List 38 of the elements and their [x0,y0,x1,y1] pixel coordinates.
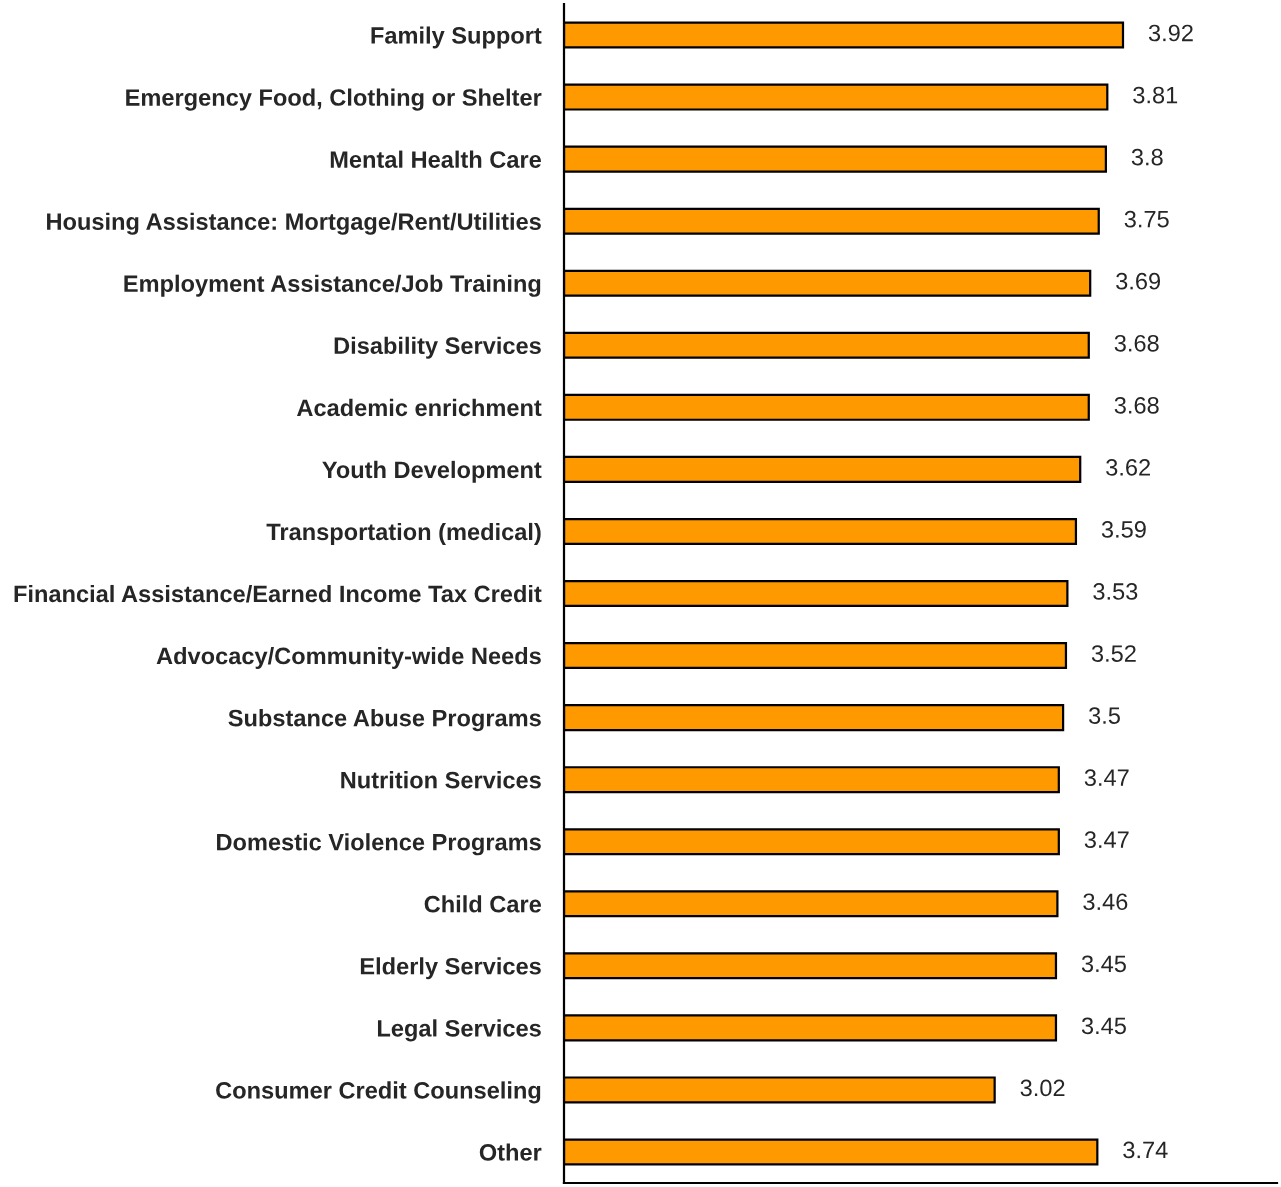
y-tick-label: Advocacy/Community-wide Needs [156,647,541,670]
data-label: 3.92 [1148,24,1193,42]
data-label: 3.02 [1020,1079,1065,1097]
data-label: 3.45 [1081,1017,1126,1035]
data-label: 3.59 [1101,521,1146,538]
y-tick-label: Substance Abuse Programs [228,709,541,732]
data-label: 3.75 [1124,210,1169,228]
data-label: 3.53 [1093,583,1138,600]
y-tick-label: Legal Services [377,1019,541,1042]
data-label: 3.8 [1131,148,1163,166]
y-tick-label: Youth Development [322,460,542,483]
data-label: 3.5 [1089,707,1120,724]
data-label: 3.52 [1091,645,1136,662]
data-label: 3.45 [1081,955,1126,973]
y-tick-label: Housing Assistance: Mortgage/Rent/Utilities [47,212,541,235]
data-label: 3.81 [1133,86,1178,104]
data-label: 3.68 [1114,334,1159,352]
data-label: 3.62 [1106,459,1150,476]
y-tick-label: Mental Health Care [330,150,541,168]
y-tick-label: Disability Services [334,336,541,359]
y-tick-label: Employment Assistance/Job Training [124,274,541,297]
y-tick-label: Other [479,1143,542,1161]
y-tick-label: Family Support [371,26,542,49]
y-tick-label: Emergency Food, Clothing or Shelter [126,88,542,111]
data-label: 3.68 [1114,396,1159,414]
y-tick-label: Child Care [424,895,541,913]
y-tick-label: Financial Assistance/Earned Income Tax Credit [14,584,542,603]
data-label: 3.69 [1116,272,1161,290]
y-tick-label: Elderly Services [360,957,541,980]
y-tick-label: Consumer Credit Counseling [216,1081,541,1104]
y-tick-label: Domestic Violence Programs [217,833,541,856]
y-tick-label: Nutrition Services [341,771,541,789]
data-label: 3.74 [1123,1141,1168,1159]
data-label: 3.47 [1084,831,1129,849]
data-label: 3.46 [1083,893,1128,911]
y-tick-label: Academic enrichment [297,398,542,417]
data-label: 3.47 [1084,769,1129,786]
y-tick-label: Transportation (medical) [266,522,541,545]
